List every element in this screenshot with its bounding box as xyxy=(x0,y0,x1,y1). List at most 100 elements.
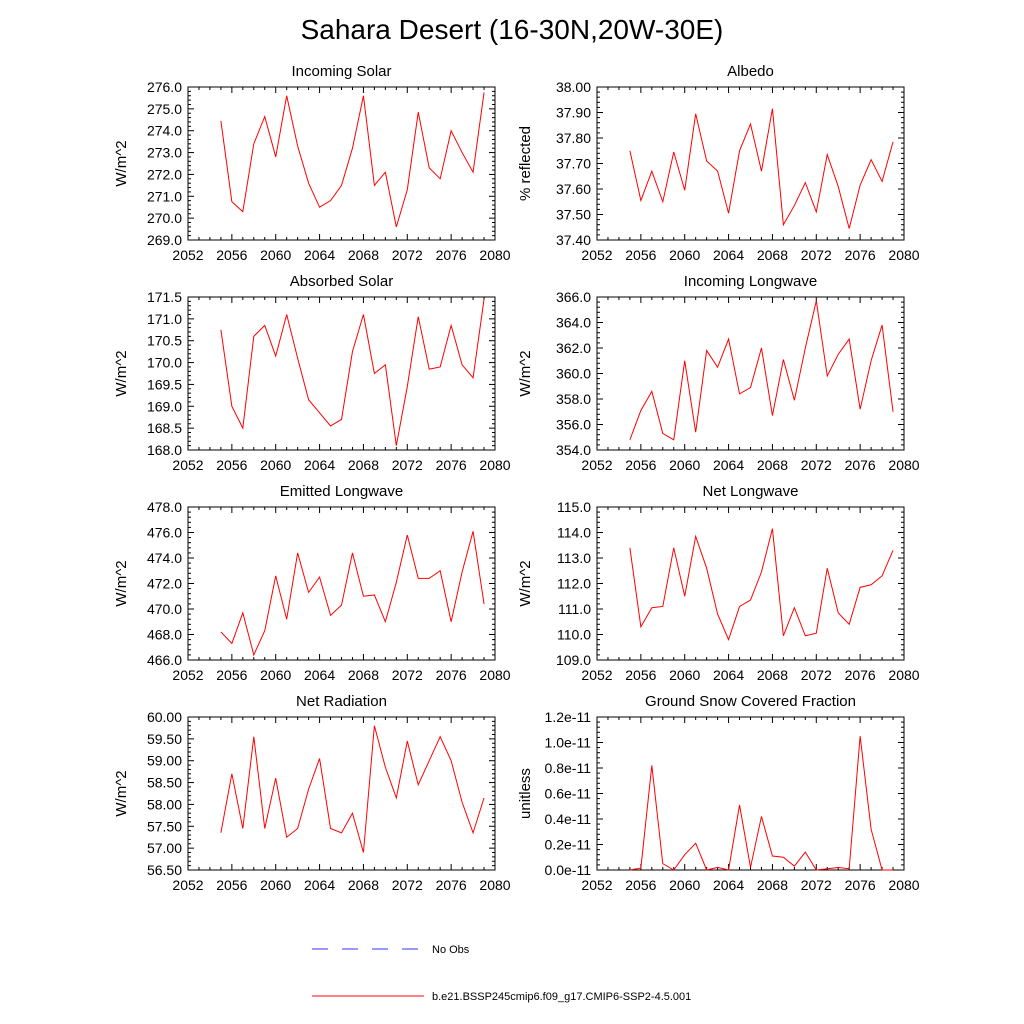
y-tick-label: 171.5 xyxy=(147,289,182,305)
y-tick-label: 57.50 xyxy=(147,818,182,834)
x-tick-label: 2064 xyxy=(713,667,744,683)
x-tick-label: 2064 xyxy=(304,457,335,473)
x-tick-label: 2052 xyxy=(581,877,612,893)
x-tick-label: 2072 xyxy=(801,457,832,473)
x-tick-label: 2068 xyxy=(757,457,788,473)
x-tick-label: 2052 xyxy=(581,667,612,683)
y-tick-label: 168.5 xyxy=(147,420,182,436)
panel-title: Incoming Longwave xyxy=(684,273,817,290)
x-tick-label: 2056 xyxy=(216,667,247,683)
x-tick-label: 2068 xyxy=(757,667,788,683)
series-line-1 xyxy=(629,528,894,642)
y-tick-label: 276.0 xyxy=(147,79,182,95)
y-tick-label: 58.50 xyxy=(147,775,182,791)
panel-title: Emitted Longwave xyxy=(280,483,403,500)
x-tick-label: 2080 xyxy=(479,667,510,683)
x-tick-label: 2072 xyxy=(392,667,423,683)
x-tick-label: 2056 xyxy=(625,457,656,473)
x-tick-label: 2060 xyxy=(669,667,700,683)
x-tick-label: 2080 xyxy=(479,877,510,893)
x-tick-label: 2076 xyxy=(845,667,876,683)
series-line-1 xyxy=(220,299,485,446)
x-tick-label: 2052 xyxy=(172,247,203,263)
y-tick-label: 0.4e-11 xyxy=(545,811,592,827)
x-tick-label: 2064 xyxy=(713,247,744,263)
y-axis-label: W/m^2 xyxy=(113,560,130,606)
y-axis-label: W/m^2 xyxy=(113,770,130,816)
y-tick-label: 470.0 xyxy=(147,601,182,617)
series-line-1 xyxy=(629,108,894,229)
y-tick-label: 466.0 xyxy=(147,652,182,668)
y-tick-label: 37.40 xyxy=(556,232,591,248)
plot-frame xyxy=(596,296,905,451)
y-tick-label: 275.0 xyxy=(147,101,182,117)
y-tick-label: 171.0 xyxy=(147,311,182,327)
y-tick-label: 362.0 xyxy=(556,340,591,356)
y-tick-label: 478.0 xyxy=(147,499,182,515)
x-tick-label: 2080 xyxy=(479,457,510,473)
x-tick-label: 2080 xyxy=(888,457,919,473)
x-tick-label: 2080 xyxy=(888,667,919,683)
panel-5: 2052 2056 2060 2064 2068 2072 2076 2080 466.0 468… xyxy=(113,483,511,683)
x-tick-label: 2068 xyxy=(348,457,379,473)
y-tick-label: 274.0 xyxy=(147,123,182,139)
y-tick-label: 468.0 xyxy=(147,627,182,643)
x-tick-label: 2076 xyxy=(436,877,467,893)
panel-4: 2052 2056 2060 2064 2068 2072 2076 2080 354.0 356… xyxy=(517,273,920,473)
legend-label-no-obs: No Obs xyxy=(432,944,470,956)
x-tick-label: 2072 xyxy=(392,247,423,263)
panel-title: Net Radiation xyxy=(296,693,387,710)
plot-frame xyxy=(187,296,496,451)
y-tick-label: 60.00 xyxy=(147,709,182,725)
x-tick-label: 2060 xyxy=(669,457,700,473)
x-tick-label: 2068 xyxy=(348,667,379,683)
x-tick-label: 2056 xyxy=(625,877,656,893)
y-tick-label: 59.50 xyxy=(147,731,182,747)
y-tick-label: 110.0 xyxy=(557,627,591,643)
series-line-1 xyxy=(629,736,894,871)
x-tick-label: 2060 xyxy=(260,247,291,263)
x-tick-label: 2052 xyxy=(581,247,612,263)
y-tick-label: 0.8e-11 xyxy=(545,760,592,776)
x-tick-label: 2060 xyxy=(669,247,700,263)
x-tick-label: 2068 xyxy=(757,877,788,893)
x-tick-label: 2076 xyxy=(436,667,467,683)
y-tick-label: 358.0 xyxy=(556,391,591,407)
y-tick-label: 56.50 xyxy=(147,862,182,878)
y-tick-label: 270.0 xyxy=(147,210,182,226)
x-tick-label: 2060 xyxy=(260,457,291,473)
series-line-1 xyxy=(629,300,894,441)
y-tick-label: 37.90 xyxy=(556,105,591,121)
y-tick-label: 1.2e-11 xyxy=(545,709,592,725)
y-tick-label: 113.0 xyxy=(557,550,591,566)
y-tick-label: 37.60 xyxy=(556,181,591,197)
x-tick-label: 2072 xyxy=(392,877,423,893)
y-tick-label: 169.0 xyxy=(147,398,182,414)
y-tick-label: 273.0 xyxy=(147,145,182,161)
plot-frame xyxy=(596,86,905,241)
y-tick-label: 115.0 xyxy=(557,499,591,515)
y-tick-label: 366.0 xyxy=(556,289,591,305)
y-tick-label: 272.0 xyxy=(147,166,182,182)
x-tick-label: 2080 xyxy=(888,877,919,893)
panel-2: 2052 2056 2060 2064 2068 2072 2076 2080 37.40 37.… xyxy=(517,63,920,263)
x-tick-label: 2056 xyxy=(625,247,656,263)
x-tick-label: 2080 xyxy=(888,247,919,263)
x-tick-label: 2064 xyxy=(304,247,335,263)
panel-7: 2052 2056 2060 2064 2068 2072 2076 2080 56.50 57.… xyxy=(113,693,511,893)
x-tick-label: 2056 xyxy=(216,247,247,263)
y-tick-label: 38.00 xyxy=(556,79,591,95)
legend: No Obs b.e21.BSSP245cmip6.f09_g17.CMIP6-… xyxy=(312,944,691,1003)
y-axis-label: W/m^2 xyxy=(517,560,534,606)
y-tick-label: 37.50 xyxy=(556,207,591,223)
y-tick-label: 168.0 xyxy=(147,442,182,458)
y-tick-label: 58.00 xyxy=(147,796,182,812)
legend-label-model: b.e21.BSSP245cmip6.f09_g17.CMIP6-SSP2-4.… xyxy=(432,991,691,1003)
series-line-1 xyxy=(220,92,485,228)
y-tick-label: 170.5 xyxy=(147,333,182,349)
y-tick-label: 37.80 xyxy=(556,130,591,146)
y-tick-label: 37.70 xyxy=(556,156,591,172)
panel-title: Incoming Solar xyxy=(291,63,391,80)
y-tick-label: 1.0e-11 xyxy=(545,735,592,751)
